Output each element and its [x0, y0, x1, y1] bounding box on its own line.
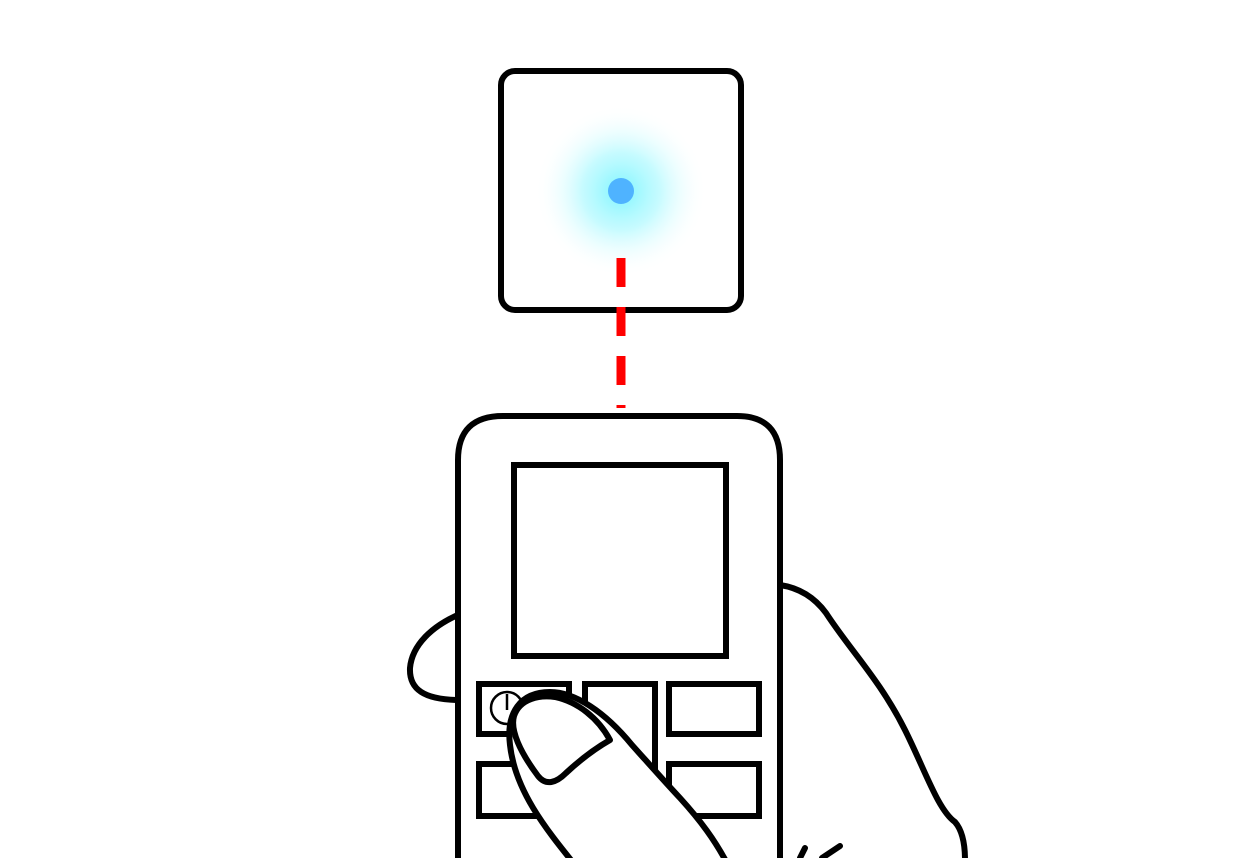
thumbnail	[510, 693, 613, 786]
remote-screen	[511, 462, 729, 659]
remote-button-3[interactable]	[666, 681, 762, 737]
hand-left-knuckle	[406, 611, 463, 703]
hand-finger-tip	[797, 843, 843, 858]
led-indicator-icon	[608, 178, 634, 204]
receiver-unit	[498, 68, 744, 313]
hand-right-fingers	[777, 582, 968, 858]
